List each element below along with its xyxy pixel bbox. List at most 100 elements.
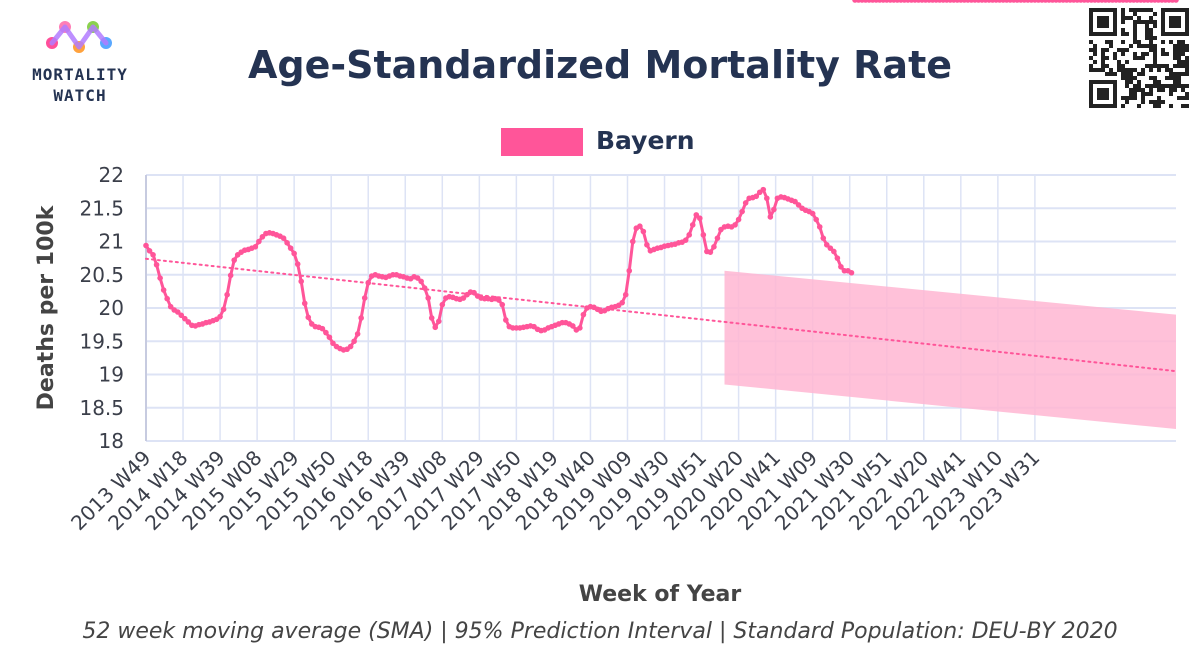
qr-module — [1149, 88, 1153, 92]
qr-module — [1181, 96, 1185, 100]
data-point — [714, 235, 721, 241]
qr-module — [1173, 56, 1177, 60]
qr-module — [1149, 48, 1153, 52]
qr-module — [1109, 68, 1113, 72]
qr-module — [1125, 84, 1129, 88]
qr-module — [1161, 64, 1165, 68]
data-point — [809, 210, 816, 217]
qr-module — [1165, 84, 1169, 88]
data-point — [682, 237, 689, 243]
qr-module — [1125, 100, 1129, 104]
qr-module — [1097, 68, 1101, 72]
data-point — [330, 340, 336, 347]
qr-module — [1141, 96, 1145, 100]
qr-module — [1121, 72, 1125, 76]
qr-module — [1149, 76, 1153, 80]
qr-module — [1129, 68, 1133, 72]
qr-module — [1121, 96, 1125, 100]
qr-module — [1173, 76, 1177, 80]
qr-module — [1133, 24, 1137, 28]
qr-module — [1149, 44, 1153, 48]
qr-module — [1149, 40, 1153, 44]
qr-module — [1145, 28, 1149, 32]
qr-module — [1185, 72, 1189, 76]
qr-module — [1177, 44, 1181, 48]
baseline-line — [145, 257, 1177, 373]
qr-module — [1089, 68, 1093, 72]
qr-module — [1093, 52, 1097, 56]
qr-module — [1141, 88, 1145, 92]
qr-module — [1153, 56, 1157, 60]
qr-code-icon[interactable] — [1089, 8, 1189, 108]
qr-module — [1121, 68, 1125, 72]
logo-line2: WATCH — [53, 86, 106, 105]
qr-module — [1177, 96, 1181, 100]
qr-module — [1157, 88, 1161, 92]
data-point — [164, 295, 170, 302]
qr-module — [1121, 64, 1125, 68]
qr-module — [1137, 72, 1141, 76]
data-point — [813, 216, 820, 223]
data-point — [174, 309, 181, 315]
qr-module — [1173, 44, 1177, 48]
series-bayern — [143, 0, 1179, 353]
qr-module — [1113, 52, 1117, 56]
data-point — [347, 343, 354, 350]
qr-module — [1137, 40, 1141, 44]
qr-module — [1185, 68, 1189, 72]
data-point — [432, 324, 439, 331]
qr-module — [1141, 56, 1145, 60]
data-point — [622, 291, 629, 298]
qr-module — [1169, 88, 1173, 92]
mortality-watch-logo: MORTALITY WATCH — [32, 21, 127, 105]
y-tick-label: 21.5 — [79, 196, 124, 220]
qr-module — [1109, 44, 1113, 48]
qr-module — [1121, 12, 1125, 16]
data-point — [753, 193, 760, 200]
data-point — [686, 232, 693, 238]
qr-module — [1153, 24, 1157, 28]
legend-label-bayern: Bayern — [596, 126, 695, 155]
qr-module — [1093, 48, 1097, 52]
qr-module — [1121, 28, 1125, 32]
qr-module — [1121, 104, 1125, 108]
qr-module — [1109, 72, 1113, 76]
qr-module — [1153, 52, 1157, 56]
data-point — [153, 261, 160, 268]
qr-module — [1125, 16, 1129, 20]
data-point — [619, 299, 625, 306]
qr-module — [1093, 68, 1097, 72]
qr-module — [1133, 96, 1137, 100]
qr-module — [1125, 76, 1129, 80]
qr-module — [1129, 92, 1133, 96]
qr-module — [1101, 64, 1105, 68]
qr-module — [1149, 16, 1153, 20]
qr-module — [1185, 44, 1189, 48]
data-point — [305, 314, 312, 321]
qr-module — [1173, 48, 1177, 52]
qr-module — [1145, 64, 1149, 68]
qr-module — [1149, 100, 1153, 104]
qr-module — [1161, 52, 1165, 56]
data-point — [220, 306, 227, 313]
qr-module — [1113, 56, 1117, 60]
qr-module — [1117, 64, 1121, 68]
qr-module — [1165, 52, 1169, 56]
qr-module — [1133, 88, 1137, 92]
qr-module — [1125, 32, 1129, 36]
qr-module — [1177, 48, 1181, 52]
qr-module — [1121, 32, 1125, 36]
data-point — [361, 295, 368, 301]
qr-module — [1117, 68, 1121, 72]
data-point — [256, 238, 262, 245]
qr-module — [1181, 104, 1185, 108]
qr-module — [1117, 48, 1121, 52]
qr-module — [1101, 48, 1105, 52]
qr-module — [1169, 104, 1173, 108]
qr-module — [1161, 40, 1165, 44]
qr-module — [1145, 92, 1149, 96]
data-point — [287, 245, 294, 251]
qr-module — [1177, 84, 1181, 88]
data-point — [301, 300, 308, 307]
qr-module — [1089, 48, 1093, 52]
